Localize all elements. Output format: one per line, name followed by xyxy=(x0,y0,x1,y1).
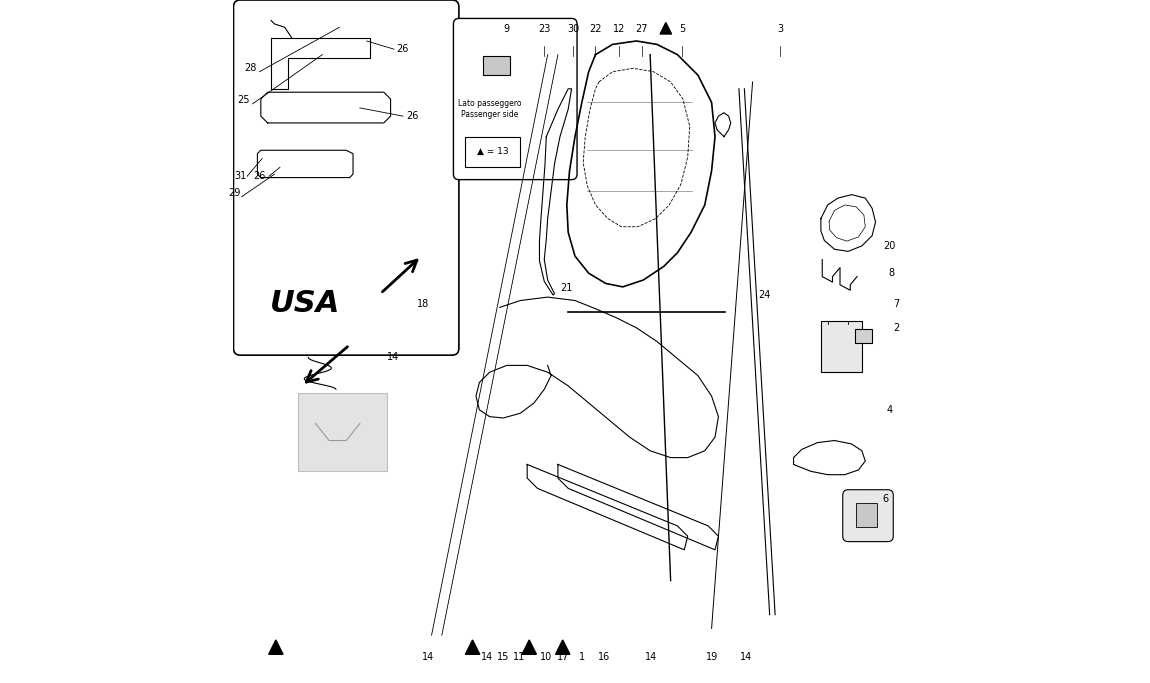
Bar xyxy=(821,321,861,372)
Bar xyxy=(339,34,370,51)
Text: 31: 31 xyxy=(235,171,246,181)
Text: 17: 17 xyxy=(558,652,569,662)
Text: 4: 4 xyxy=(887,405,892,415)
Text: 6: 6 xyxy=(883,494,889,503)
Text: 16: 16 xyxy=(598,652,610,662)
Text: 2: 2 xyxy=(892,323,899,333)
Text: ▲ = 13: ▲ = 13 xyxy=(477,147,508,156)
Text: 22: 22 xyxy=(589,24,601,33)
FancyBboxPatch shape xyxy=(233,0,459,355)
Text: 1: 1 xyxy=(578,652,585,662)
Bar xyxy=(483,56,511,75)
Text: 30: 30 xyxy=(567,24,580,33)
Text: 7: 7 xyxy=(892,299,899,309)
Text: 12: 12 xyxy=(613,24,626,33)
Text: 18: 18 xyxy=(417,299,429,309)
Text: 24: 24 xyxy=(759,290,770,300)
Text: Passenger side: Passenger side xyxy=(461,110,519,120)
Text: 26: 26 xyxy=(253,171,266,181)
Text: 5: 5 xyxy=(680,24,685,33)
Text: 10: 10 xyxy=(539,652,552,662)
Text: 8: 8 xyxy=(888,268,895,278)
Text: 28: 28 xyxy=(245,64,256,73)
FancyBboxPatch shape xyxy=(453,18,577,180)
Text: 26: 26 xyxy=(406,111,419,121)
Text: 14: 14 xyxy=(422,652,435,662)
FancyBboxPatch shape xyxy=(843,490,894,542)
Bar xyxy=(298,162,346,179)
Text: 21: 21 xyxy=(560,283,573,293)
Text: 9: 9 xyxy=(504,24,509,33)
FancyBboxPatch shape xyxy=(465,137,520,167)
Text: 14: 14 xyxy=(482,652,493,662)
Text: 11: 11 xyxy=(513,652,526,662)
Text: 14: 14 xyxy=(739,652,752,662)
Text: 14: 14 xyxy=(386,352,399,361)
Bar xyxy=(360,99,385,116)
Text: USA: USA xyxy=(270,290,340,318)
Polygon shape xyxy=(522,640,536,654)
Text: 20: 20 xyxy=(883,241,896,251)
Text: 23: 23 xyxy=(538,24,551,33)
Text: 15: 15 xyxy=(497,652,509,662)
Bar xyxy=(857,503,877,527)
Text: 3: 3 xyxy=(777,24,783,33)
Polygon shape xyxy=(660,23,672,34)
Polygon shape xyxy=(555,640,570,654)
Polygon shape xyxy=(269,640,283,654)
Text: 27: 27 xyxy=(636,24,649,33)
Text: 29: 29 xyxy=(229,189,242,198)
Text: Lato passeggero: Lato passeggero xyxy=(458,99,521,109)
Text: 14: 14 xyxy=(645,652,658,662)
Text: 25: 25 xyxy=(238,96,250,105)
Polygon shape xyxy=(466,640,480,654)
Bar xyxy=(298,393,388,471)
Text: 19: 19 xyxy=(705,652,718,662)
Bar xyxy=(279,58,324,89)
Bar xyxy=(856,329,872,343)
Text: 26: 26 xyxy=(397,44,409,54)
